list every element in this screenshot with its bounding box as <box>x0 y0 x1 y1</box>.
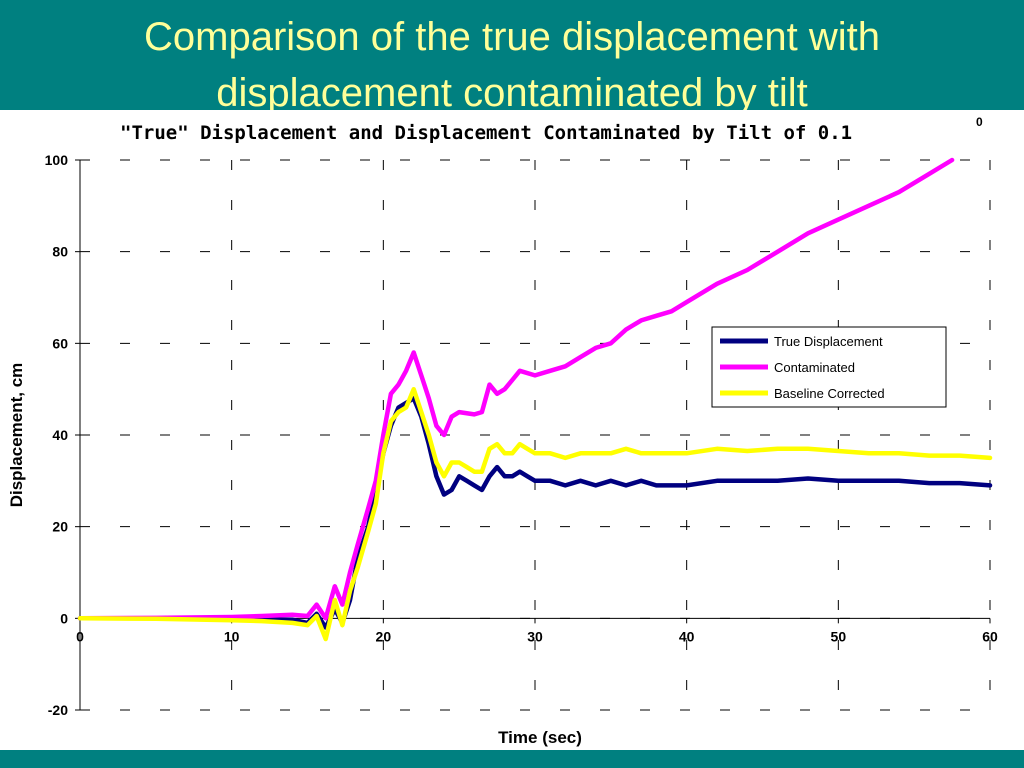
series-line-1 <box>77 157 955 621</box>
y-axis-label: Displacement, cm <box>7 363 26 508</box>
x-tick-label: 40 <box>679 628 695 644</box>
legend-entry: Baseline Corrected <box>774 386 885 401</box>
chart-legend: True Displacement Contaminated Baseline Co… <box>711 326 947 408</box>
slide-title-line-1: Comparison of the true displacement with <box>144 15 880 59</box>
legend-entry: Contaminated <box>774 360 855 375</box>
y-tick-label: 0 <box>60 610 68 626</box>
chart-series <box>77 157 993 642</box>
slide-footer <box>0 750 1024 768</box>
slide-header: Comparison of the true displacement with… <box>0 0 1024 110</box>
y-tick-label: 100 <box>45 152 69 168</box>
x-tick-label: 0 <box>76 628 84 644</box>
y-tick-label: -20 <box>48 702 68 718</box>
chart-title-superscript: 0 <box>976 115 983 129</box>
legend-entry: True Displacement <box>774 334 883 349</box>
y-tick-label: 20 <box>52 519 68 535</box>
series-line-2 <box>77 386 993 642</box>
x-axis-label: Time (sec) <box>498 728 582 747</box>
y-tick-label: 60 <box>52 335 68 351</box>
x-tick-label: 50 <box>831 628 847 644</box>
chart-title: "True" Displacement and Displacement Con… <box>120 122 852 144</box>
x-tick-label: 30 <box>527 628 543 644</box>
slide-title-line-2: displacement contaminated by tilt <box>216 71 808 110</box>
x-tick-label: 20 <box>376 628 392 644</box>
displacement-chart: 0 10 20 30 40 50 60 -20 0 20 40 60 80 100 True Displa… <box>7 115 998 747</box>
x-tick-label: 60 <box>982 628 998 644</box>
series-line-0 <box>77 396 993 630</box>
x-tick-label: 10 <box>224 628 240 644</box>
y-tick-label: 40 <box>52 427 68 443</box>
y-tick-label: 80 <box>52 244 68 260</box>
